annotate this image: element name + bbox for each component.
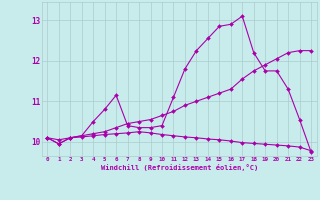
X-axis label: Windchill (Refroidissement éolien,°C): Windchill (Refroidissement éolien,°C) bbox=[100, 164, 258, 171]
